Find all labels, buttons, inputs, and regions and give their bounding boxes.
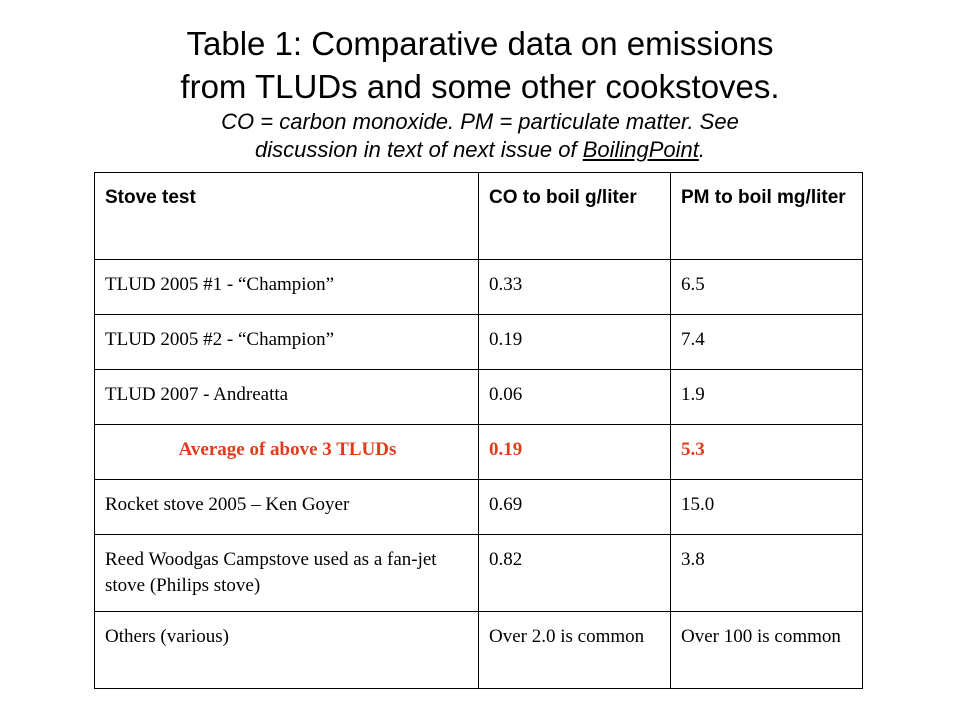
table-row: Others (various) Over 2.0 is common Over… <box>94 611 863 689</box>
subtitle-text: discussion in text of next issue of <box>254 137 583 162</box>
co-cell: 0.82 <box>478 534 671 612</box>
co-cell: 0.19 <box>478 424 671 480</box>
title-line-2: from TLUDs and some other cookstoves. <box>180 68 780 105</box>
header-pm-to-boil: PM to boil mg/liter <box>670 172 863 260</box>
co-cell: 0.69 <box>478 479 671 535</box>
stove-cell: Others (various) <box>94 611 479 689</box>
pm-cell: Over 100 is common <box>670 611 863 689</box>
co-cell: 0.06 <box>478 369 671 425</box>
emissions-table: Stove test CO to boil g/liter PM to boil… <box>94 172 863 689</box>
pm-cell: 5.3 <box>670 424 863 480</box>
pm-cell: 1.9 <box>670 369 863 425</box>
co-cell: 0.33 <box>478 259 671 315</box>
table-row: TLUD 2005 #1 - “Champion” 0.33 6.5 <box>94 259 863 315</box>
stove-cell: Rocket stove 2005 – Ken Goyer <box>94 479 479 535</box>
subtitle-line-2: discussion in text of next issue of Boil… <box>0 136 960 164</box>
table-row: Reed Woodgas Campstove used as a fan-jet… <box>94 534 863 612</box>
table-row: TLUD 2005 #2 - “Champion” 0.19 7.4 <box>94 314 863 370</box>
subtitle-period: . <box>698 137 706 162</box>
subtitle-line-1: CO = carbon monoxide. PM = particulate m… <box>221 109 739 134</box>
average-row: Average of above 3 TLUDs 0.19 5.3 <box>94 424 863 480</box>
title-block: Table 1: Comparative data on emissions f… <box>0 22 960 164</box>
boilingpoint-reference: BoilingPoint <box>582 137 699 162</box>
stove-cell: TLUD 2005 #1 - “Champion” <box>94 259 479 315</box>
pm-cell: 3.8 <box>670 534 863 612</box>
pm-cell: 7.4 <box>670 314 863 370</box>
pm-cell: 15.0 <box>670 479 863 535</box>
table-row: Rocket stove 2005 – Ken Goyer 0.69 15.0 <box>94 479 863 535</box>
stove-cell: TLUD 2005 #2 - “Champion” <box>94 314 479 370</box>
stove-cell: Reed Woodgas Campstove used as a fan-jet… <box>94 534 479 612</box>
stove-cell: Average of above 3 TLUDs <box>94 424 479 480</box>
table-row: TLUD 2007 - Andreatta 0.06 1.9 <box>94 369 863 425</box>
co-cell: Over 2.0 is common <box>478 611 671 689</box>
header-co-to-boil: CO to boil g/liter <box>478 172 671 260</box>
co-cell: 0.19 <box>478 314 671 370</box>
pm-cell: 6.5 <box>670 259 863 315</box>
title-line-1: Table 1: Comparative data on emissions <box>186 25 774 62</box>
stove-cell: TLUD 2007 - Andreatta <box>94 369 479 425</box>
table-header-row: Stove test CO to boil g/liter PM to boil… <box>94 172 863 260</box>
header-stove-test: Stove test <box>94 172 479 260</box>
